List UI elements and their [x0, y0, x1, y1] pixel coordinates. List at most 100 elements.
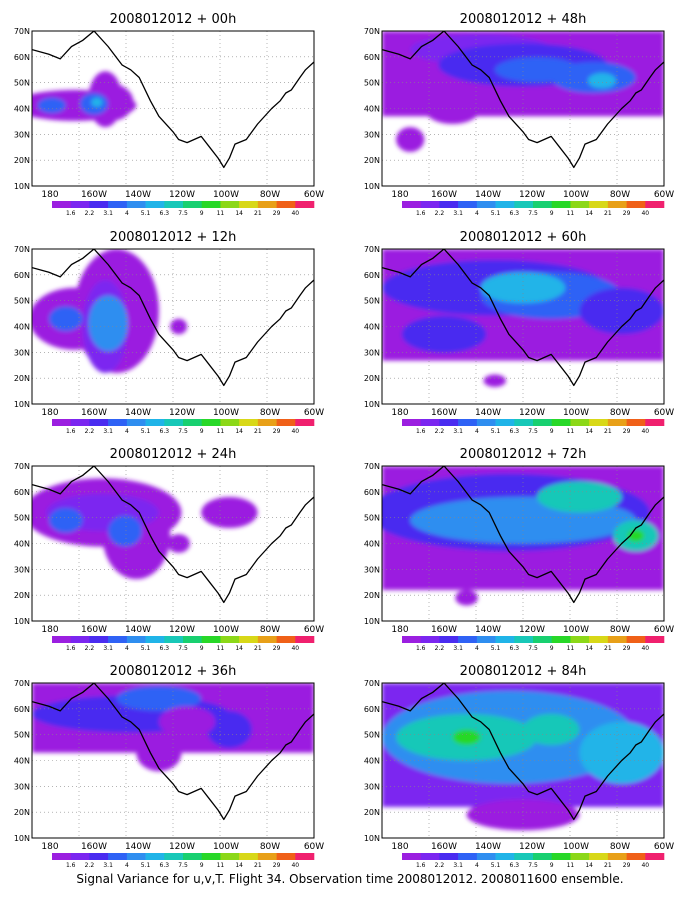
colorbar-label: 11 — [217, 645, 225, 652]
colorbar-swatch — [495, 201, 515, 208]
colorbar-swatch — [108, 419, 128, 426]
colorbar-label: 1.6 — [416, 862, 426, 869]
colorbar-swatch — [70, 853, 90, 860]
lon-tick-label: 120W — [169, 408, 195, 418]
lon-tick-label: 60W — [304, 625, 324, 635]
colorbar-label: 3.1 — [453, 645, 463, 652]
colorbar-swatch — [52, 853, 72, 860]
colorbar-swatch — [626, 636, 646, 643]
colorbar-swatch — [420, 853, 440, 860]
lon-tick-label: 160W — [81, 190, 107, 200]
colorbar-label: 4 — [475, 645, 479, 652]
lat-tick-label: 60N — [14, 488, 30, 497]
colorbar-label: 5.1 — [141, 862, 151, 869]
lat-tick-label: 30N — [14, 348, 30, 357]
colorbar-label: 21 — [254, 428, 262, 435]
colorbar-swatch — [514, 853, 534, 860]
colorbar-swatch — [645, 853, 665, 860]
colorbar-label: 4 — [125, 645, 129, 652]
colorbar-label: 9 — [550, 862, 554, 869]
map-frame — [381, 30, 665, 187]
colorbar-label: 3.1 — [453, 428, 463, 435]
colorbar-label: 2.2 — [85, 645, 95, 652]
colorbar-label: 29 — [273, 428, 281, 435]
colorbar-swatch — [570, 636, 590, 643]
colorbar-label: 2.2 — [85, 428, 95, 435]
colorbar-label: 6.3 — [510, 862, 520, 869]
lat-tick-label: 60N — [364, 705, 380, 714]
lat-tick-label: 40N — [14, 757, 30, 766]
colorbar-swatch — [570, 853, 590, 860]
lat-tick-label: 20N — [14, 374, 30, 383]
colorbar-swatch — [626, 853, 646, 860]
colorbar-label: 21 — [604, 862, 612, 869]
colorbar-label: 40 — [641, 210, 649, 217]
variance-shading — [382, 466, 664, 606]
lon-tick-label: 100W — [563, 190, 589, 200]
lat-tick-label: 40N — [364, 757, 380, 766]
lon-tick-label: 80W — [610, 408, 630, 418]
lat-tick-label: 30N — [14, 565, 30, 574]
colorbar-label: 3.1 — [103, 428, 113, 435]
lon-tick-label: 160W — [431, 190, 457, 200]
colorbar-label: 9 — [550, 210, 554, 217]
lon-tick-label: 140W — [125, 408, 151, 418]
colorbar-label: 4 — [125, 428, 129, 435]
colorbar-label: 3.1 — [453, 862, 463, 869]
lat-tick-label: 20N — [14, 156, 30, 165]
colorbar-label: 21 — [604, 210, 612, 217]
colorbar-label: 11 — [217, 862, 225, 869]
colorbar-swatch — [645, 636, 665, 643]
lon-tick-label: 140W — [125, 190, 151, 200]
colorbar-label: 5.1 — [491, 862, 501, 869]
colorbar-swatch — [126, 636, 146, 643]
lon-tick-label: 120W — [519, 842, 545, 852]
coastline — [32, 31, 314, 169]
colorbar-swatch — [476, 419, 496, 426]
lon-tick-label: 80W — [260, 190, 280, 200]
lat-tick-label: 40N — [364, 540, 380, 549]
map-panel: 2008012012 + 36h 10N 20N 30N 40N 50N 60N 70N 180… — [14, 664, 324, 869]
colorbar-label: 7.5 — [528, 210, 538, 217]
lon-tick-label: 80W — [610, 842, 630, 852]
coastline — [382, 249, 664, 387]
lon-tick-label: 60W — [304, 842, 324, 852]
colorbar-label: 5.1 — [491, 645, 501, 652]
colorbar-swatch — [514, 636, 534, 643]
lat-tick-label: 10N — [364, 834, 380, 843]
colorbar-label: 14 — [235, 428, 243, 435]
coastline — [32, 466, 314, 604]
colorbar-label: 6.3 — [160, 645, 170, 652]
colorbar-swatch — [295, 201, 315, 208]
map-frame — [31, 30, 315, 187]
colorbar-label: 1.6 — [416, 210, 426, 217]
lat-tick-label: 10N — [364, 400, 380, 409]
lon-tick-label: 120W — [519, 625, 545, 635]
colorbar-swatch — [420, 201, 440, 208]
colorbar-swatch — [295, 853, 315, 860]
map-frame — [381, 465, 665, 622]
colorbar-label: 4 — [125, 210, 129, 217]
colorbar-swatch — [626, 419, 646, 426]
colorbar-label: 40 — [641, 428, 649, 435]
colorbar-swatch — [183, 201, 203, 208]
colorbar-swatch — [626, 201, 646, 208]
colorbar-label: 6.3 — [160, 428, 170, 435]
colorbar-swatch — [257, 853, 277, 860]
variance-shading — [382, 31, 664, 152]
colorbar-label: 14 — [585, 210, 593, 217]
colorbar-label: 40 — [291, 210, 299, 217]
colorbar-swatch — [439, 419, 459, 426]
lat-tick-label: 60N — [364, 53, 380, 62]
lon-tick-label: 120W — [519, 190, 545, 200]
lat-tick-label: 30N — [364, 782, 380, 791]
colorbar-label: 5.1 — [491, 428, 501, 435]
lat-tick-label: 70N — [14, 679, 30, 688]
lat-tick-label: 10N — [364, 182, 380, 191]
lon-tick-label: 60W — [654, 408, 674, 418]
lat-tick-label: 30N — [364, 565, 380, 574]
lon-tick-label: 120W — [169, 842, 195, 852]
coastline — [32, 249, 314, 387]
map-panel: 2008012012 + 00h 10N 20N 30N 40N 50N 60N 70N 180… — [14, 12, 324, 217]
lat-tick-label: 70N — [14, 245, 30, 254]
